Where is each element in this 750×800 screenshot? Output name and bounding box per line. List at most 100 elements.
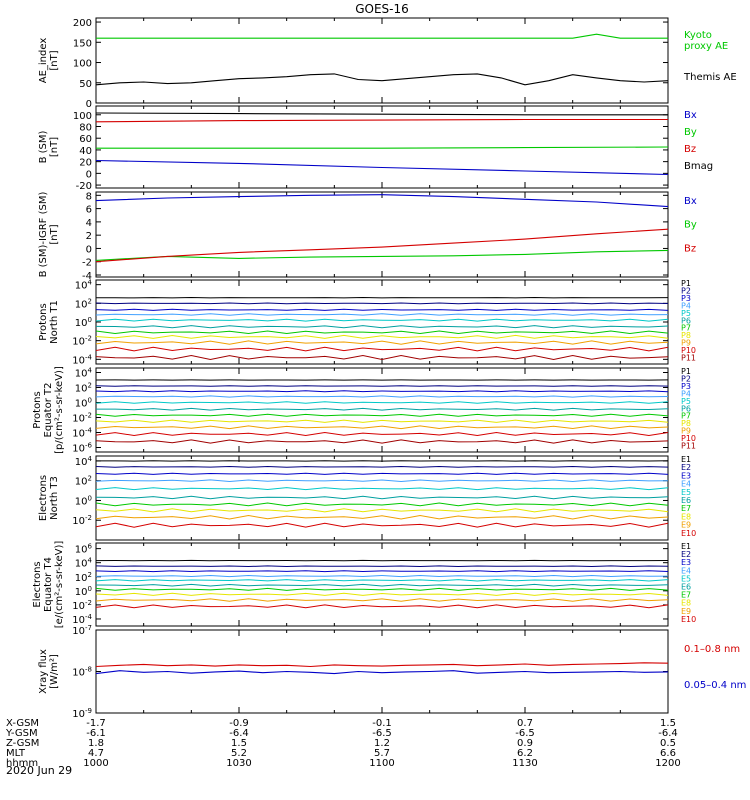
series-line-black	[95, 112, 668, 116]
series-line-blue	[95, 670, 669, 675]
panel-8: 10-9 10-8 10-7 Xray flux[W/m²] 0.1–0.8 nm 0.0…	[38, 624, 746, 720]
channel-label: P8	[681, 331, 691, 340]
series-line-green	[95, 249, 669, 261]
series-line-blue	[95, 159, 669, 176]
channel-label: E6	[681, 496, 691, 505]
y-tick-label: 10-4	[72, 613, 92, 626]
channel-label: P11	[681, 442, 696, 451]
channel-line-E10	[95, 604, 669, 609]
panel-frame	[95, 629, 669, 714]
channel-line-E10	[95, 522, 669, 528]
panel-frame	[95, 542, 669, 627]
footer-cell: 1130	[512, 758, 537, 769]
y-tick-label: 102	[75, 297, 92, 310]
footer-cell: 0.7	[517, 718, 533, 729]
figure-title: GOES-16	[355, 2, 409, 16]
legend-label: By	[684, 127, 697, 138]
y-tick-label: 100	[75, 585, 92, 598]
footer-cell: 0.5	[660, 738, 676, 749]
channel-line-P4	[95, 313, 669, 316]
footer-cell: 1100	[369, 758, 394, 769]
footer-cell: 4.7	[88, 748, 104, 759]
footer-row-label: X-GSM	[6, 718, 39, 729]
channel-line-E3	[95, 472, 669, 475]
channel-label: P3	[681, 382, 691, 391]
panel-1: 0 50 100 150 200 AE_index[nT] Kyoto proxy AE The…	[38, 17, 737, 110]
channel-label: E7	[681, 504, 691, 513]
footer-cell: 1.5	[660, 718, 676, 729]
footer-cell: 1.5	[231, 738, 247, 749]
channel-label: P3	[681, 294, 691, 303]
channel-line-P2	[95, 302, 669, 305]
channel-label: E2	[681, 550, 691, 559]
channel-label: E6	[681, 583, 691, 592]
panel-3: -4 -2 0 2 4 6 8 B (SM)-IGRF (SM)[nT] Bx By Bz	[38, 191, 697, 282]
footer-cell: 6.2	[517, 748, 533, 759]
y-tick-label: 200	[73, 18, 92, 29]
footer-cell: -1.7	[86, 718, 106, 729]
channel-line-P8	[95, 419, 669, 423]
channel-line-P9	[95, 340, 669, 345]
y-axis-label: ElectronsEquator T4[e/(cm²-s-sr-keV)]	[32, 541, 65, 629]
footer-cell: 1000	[83, 758, 108, 769]
y-axis-label: ProtonsNorth T1	[38, 300, 60, 344]
footer-row-label: hhmm	[6, 758, 38, 769]
channel-label: P4	[681, 301, 691, 310]
channel-label: P4	[681, 389, 691, 398]
channel-label: E4	[681, 480, 691, 489]
legend-label: Bx	[684, 110, 697, 121]
y-tick-label: 10-9	[72, 707, 92, 720]
y-tick-label: -20	[76, 181, 92, 192]
y-axis-label: ProtonsEquator T2[p/(cm²-s-sr-keV)]	[32, 366, 65, 454]
channel-label: P9	[681, 339, 691, 348]
y-tick-label: -4	[82, 271, 92, 282]
y-tick-label: 10-2	[72, 412, 92, 425]
footer-cell: 5.7	[374, 748, 390, 759]
legend-label: By	[684, 220, 697, 231]
y-tick-label: 100	[75, 494, 92, 507]
footer-cell: -0.9	[229, 718, 249, 729]
channel-label: P6	[681, 404, 691, 413]
channel-label: P1	[681, 279, 691, 288]
y-tick-label: 10-4	[72, 427, 92, 440]
channel-label: E3	[681, 471, 691, 480]
footer-cell: 1.2	[374, 738, 390, 749]
footer-cell: -6.4	[229, 728, 249, 739]
panel-6: 10-2 100 102 104 ElectronsNorth T3 E1E2E3E4E5…	[38, 455, 696, 541]
channel-line-E6	[95, 583, 669, 587]
y-axis-label: ElectronsNorth T3	[38, 475, 60, 521]
y-tick-label: 8	[86, 191, 92, 202]
channel-label: E2	[681, 463, 691, 472]
legend-label: 0.1–0.8 nm	[684, 644, 740, 655]
panel-frame	[95, 455, 669, 541]
channel-line-E2	[95, 565, 669, 568]
footer-cell: 1.8	[88, 738, 104, 749]
y-tick-label: 102	[75, 382, 92, 395]
footer-row-label: Z-GSM	[6, 738, 39, 749]
channel-line-E8	[95, 592, 669, 596]
legend-label: Bz	[684, 243, 696, 254]
footer-cell: 1030	[226, 758, 251, 769]
series-line-red	[95, 118, 668, 123]
series-line-blue	[95, 194, 669, 208]
channel-label: P5	[681, 397, 691, 406]
channel-line-E8	[95, 508, 669, 513]
channel-label: E7	[681, 591, 691, 600]
y-tick-label: 102	[75, 475, 92, 488]
channel-line-P3	[95, 390, 669, 393]
panel-4: 10-4 10-2 100 102 104 ProtonsNorth T1 P1P2P3P4…	[38, 279, 696, 367]
legend-label: Bz	[684, 144, 696, 155]
channel-label: E8	[681, 512, 691, 521]
y-tick-label: 6	[86, 205, 92, 216]
channel-line-E4	[95, 479, 669, 483]
y-tick-label: 80	[79, 123, 92, 134]
y-tick-label: 10-2	[72, 514, 92, 527]
channel-label: E1	[681, 542, 691, 551]
channel-line-P5	[95, 401, 669, 404]
channel-line-E3	[95, 570, 669, 573]
series-line-green	[96, 33, 668, 39]
channel-line-E7	[95, 502, 669, 507]
y-tick-label: 104	[75, 367, 93, 380]
